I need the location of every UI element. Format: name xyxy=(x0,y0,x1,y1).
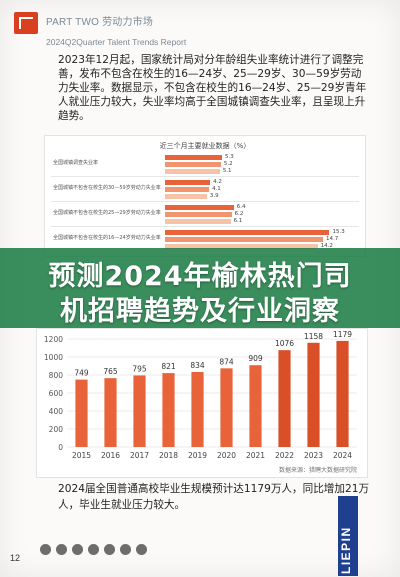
bar-value-label: 1158 xyxy=(304,332,323,341)
employment-bar xyxy=(165,162,221,167)
graduates-bar xyxy=(278,350,291,447)
y-tick-label: 400 xyxy=(49,407,64,416)
employment-bar-value: 14.2 xyxy=(320,243,333,249)
group-divider xyxy=(51,226,359,227)
employment-bar xyxy=(165,205,234,210)
graduates-bar xyxy=(104,378,117,447)
graduates-bar xyxy=(75,379,88,447)
x-tick-label: 2019 xyxy=(188,451,207,460)
employment-bar xyxy=(165,169,220,174)
employment-group-label: 全国城镇调查失业率 xyxy=(53,160,99,166)
footer-icon-4 xyxy=(88,544,99,555)
employment-bar xyxy=(165,230,330,235)
page-number: 12 xyxy=(10,553,21,563)
employment-bar-value: 6.1 xyxy=(233,218,243,224)
employment-bar xyxy=(165,237,324,242)
footer-icon-7 xyxy=(136,544,147,555)
employment-bar-value: 6.4 xyxy=(236,204,246,210)
employment-bar xyxy=(165,187,210,192)
x-tick-label: 2018 xyxy=(159,451,178,460)
graduates-paragraph: 2024届全国普通高校毕业生规模预计达1179万人，同比增加21万人，毕业生就业… xyxy=(58,483,370,511)
x-tick-label: 2023 xyxy=(304,451,323,460)
graduates-bar xyxy=(336,340,349,447)
banner-title-line1: 预测2024年榆林热门司 xyxy=(48,261,352,292)
bar-value-label: 749 xyxy=(74,369,89,378)
y-tick-label: 1200 xyxy=(44,335,63,344)
y-tick-label: 200 xyxy=(49,425,64,434)
employment-bar-value: 14.7 xyxy=(326,236,339,242)
employment-bar xyxy=(165,155,222,160)
x-tick-label: 2024 xyxy=(333,451,352,460)
y-tick-label: 600 xyxy=(49,389,64,398)
y-tick-label: 1000 xyxy=(44,353,63,362)
graduates-bar xyxy=(307,342,320,447)
employment-bar xyxy=(165,244,318,249)
employment-bar xyxy=(165,219,231,224)
employment-bar-value: 5.2 xyxy=(223,161,233,167)
employment-bar-value: 5.1 xyxy=(222,168,232,174)
brand-strip xyxy=(338,496,358,576)
employment-bar xyxy=(165,194,207,199)
section-title: PART TWO 劳动力市场 xyxy=(46,17,154,28)
employment-bar xyxy=(165,180,211,185)
employment-bar-value: 15.3 xyxy=(332,229,345,235)
graduates-bar xyxy=(220,368,233,447)
employment-group-label: 全国城镇不包含在校生的25—29岁劳动力失业率 xyxy=(53,210,161,216)
employment-bar-value: 6.2 xyxy=(234,211,244,217)
title-banner xyxy=(0,248,400,328)
y-tick-label: 0 xyxy=(58,443,63,452)
employment-bar-value: 4.1 xyxy=(212,186,221,192)
banner-title-line2: 机招聘趋势及行业洞察 xyxy=(60,296,340,327)
x-tick-label: 2020 xyxy=(217,451,236,460)
graduates-bar xyxy=(191,371,204,447)
graduates-bar xyxy=(133,375,146,447)
bar-value-label: 1179 xyxy=(333,330,352,339)
bar-value-label: 1076 xyxy=(275,339,294,348)
graduates-bar xyxy=(249,365,262,447)
footer-icon-5 xyxy=(104,544,115,555)
x-tick-label: 2015 xyxy=(72,451,91,460)
report-subtitle: 2024Q2Quarter Talent Trends Report xyxy=(46,37,187,47)
footer-icon-1 xyxy=(40,544,51,555)
employment-chart-title: 近三个月主要就业数据（%） xyxy=(159,142,251,150)
graduates-bar-chart: 0 200 400 600 800 1000 1200 749 2015 765 2016 795 20… xyxy=(44,330,357,474)
bar-value-label: 909 xyxy=(248,354,263,363)
bar-value-label: 874 xyxy=(219,357,234,366)
x-tick-label: 2022 xyxy=(275,451,294,460)
report-logo xyxy=(14,12,38,34)
x-tick-label: 2017 xyxy=(130,451,149,460)
employment-bar-value: 4.2 xyxy=(213,179,222,185)
bar-value-label: 795 xyxy=(132,364,147,373)
employment-group-label: 全国城镇不包含在校生的30—59岁劳动力失业率 xyxy=(53,185,161,191)
footer-icon-6 xyxy=(120,544,131,555)
group-divider xyxy=(51,176,359,177)
employment-bar-value: 3.9 xyxy=(209,193,219,199)
graduates-chart-card: 0 200 400 600 800 1000 1200 749 2015 765 2016 795 20… xyxy=(36,328,368,478)
x-tick-label: 2021 xyxy=(246,451,265,460)
x-tick-label: 2016 xyxy=(101,451,120,460)
footer-icon-3 xyxy=(72,544,83,555)
bar-value-label: 765 xyxy=(103,367,118,376)
bar-value-label: 821 xyxy=(161,362,176,371)
employment-bar xyxy=(165,212,232,217)
brand-logo-text: LIEPIN xyxy=(339,526,353,574)
chart-source-note: 数据来源：猎聘大数据研究院 xyxy=(279,466,357,474)
group-divider xyxy=(51,201,359,202)
intro-paragraph: 2023年12月起，国家统计局对分年龄组失业率统计进行了调整完善，发布不包含在校… xyxy=(58,54,367,122)
bar-value-label: 834 xyxy=(190,361,205,370)
y-tick-label: 800 xyxy=(49,371,64,380)
employment-chart-card: 近三个月主要就业数据（%） 全国城镇调查失业率 5.3 5.2 5.1 全国城镇不包含在… xyxy=(44,135,366,257)
graduates-bar xyxy=(162,373,175,447)
employment-bar-value: 5.3 xyxy=(224,154,234,160)
employment-group-label: 全国城镇不包含在校生的16—24岁劳动力失业率 xyxy=(53,235,161,241)
footer-icon-2 xyxy=(56,544,67,555)
